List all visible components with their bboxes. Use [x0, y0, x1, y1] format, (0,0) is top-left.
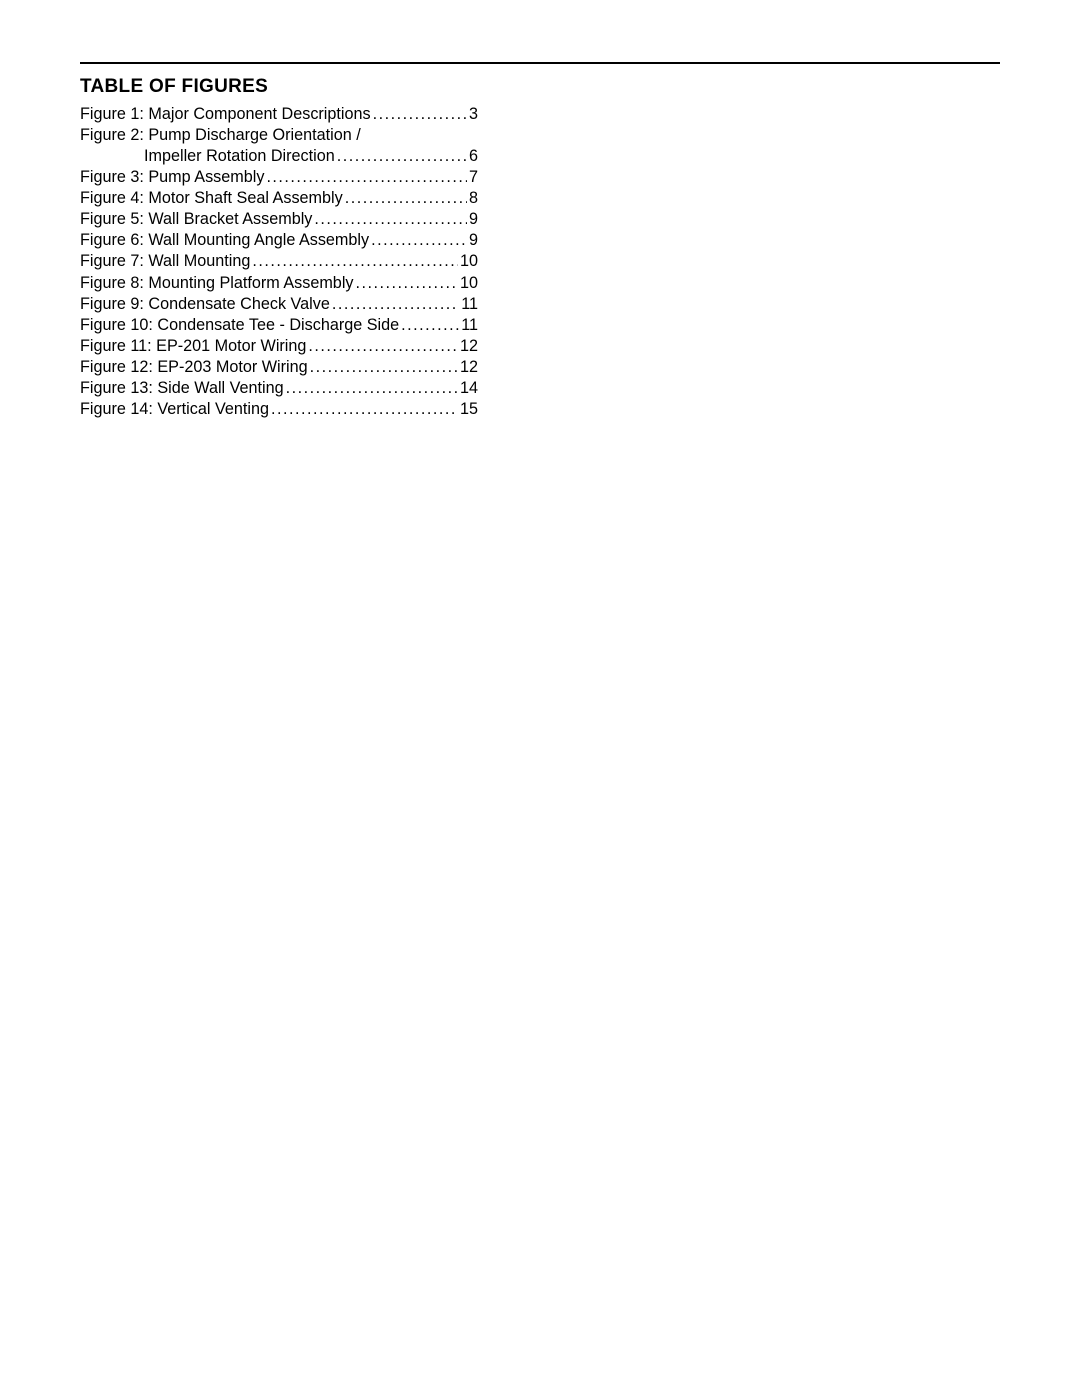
dot-leader: [332, 294, 459, 315]
tof-entry: Figure 13: Side Wall Venting 14: [80, 378, 478, 399]
tof-entry-label: Figure 4: Motor Shaft Seal Assembly: [80, 188, 343, 209]
dot-leader: [308, 336, 458, 357]
tof-entry-continuation-label: Impeller Rotation Direction: [80, 146, 335, 167]
tof-entry: Figure 12: EP-203 Motor Wiring 12: [80, 357, 478, 378]
tof-entry-label: Figure 7: Wall Mounting: [80, 251, 250, 272]
dot-leader: [401, 315, 459, 336]
tof-entry-page: 10: [460, 251, 478, 272]
tof-entry: Figure 9: Condensate Check Valve 11: [80, 294, 478, 315]
tof-entry-page: 7: [469, 167, 478, 188]
dot-leader: [266, 167, 467, 188]
tof-entry-page: 15: [460, 399, 478, 420]
tof-entry-label: Figure 12: EP-203 Motor Wiring: [80, 357, 308, 378]
tof-entry-page: 11: [461, 294, 478, 315]
tof-entry-page: 9: [469, 230, 478, 251]
tof-entry: Figure 7: Wall Mounting 10: [80, 251, 478, 272]
tof-entry: Figure 8: Mounting Platform Assembly 10: [80, 273, 478, 294]
tof-entry: Figure 10: Condensate Tee - Discharge Si…: [80, 315, 478, 336]
tof-entry-label: Figure 5: Wall Bracket Assembly: [80, 209, 312, 230]
tof-entry-page: 9: [469, 209, 478, 230]
tof-entry-page: 6: [469, 146, 478, 167]
tof-entry-label: Figure 3: Pump Assembly: [80, 167, 264, 188]
tof-entry: Figure 4: Motor Shaft Seal Assembly 8: [80, 188, 478, 209]
document-page: Table Of Figures Figure 1: Major Compone…: [0, 0, 1080, 1397]
tof-entry-page: 12: [460, 336, 478, 357]
tof-entry-label: Figure 14: Vertical Venting: [80, 399, 269, 420]
tof-entry-page: 14: [460, 378, 478, 399]
top-rule: [80, 62, 1000, 64]
dot-leader: [252, 251, 458, 272]
tof-entry: Figure 3: Pump Assembly 7: [80, 167, 478, 188]
dot-leader: [356, 273, 458, 294]
tof-entry-label: Figure 6: Wall Mounting Angle Assembly: [80, 230, 369, 251]
tof-entry-page: 11: [461, 315, 478, 336]
tof-entry-label: Figure 13: Side Wall Venting: [80, 378, 284, 399]
tof-entry: Figure 11: EP-201 Motor Wiring 12: [80, 336, 478, 357]
dot-leader: [371, 230, 467, 251]
tof-entry: Figure 1: Major Component Descriptions 3: [80, 104, 478, 125]
tof-entry-page: 3: [469, 104, 478, 125]
tof-entry: Figure 14: Vertical Venting 15: [80, 399, 478, 420]
dot-leader: [345, 188, 467, 209]
tof-entry-label: Figure 9: Condensate Check Valve: [80, 294, 330, 315]
tof-entry-page: 10: [460, 273, 478, 294]
tof-entry-label: Figure 11: EP-201 Motor Wiring: [80, 336, 306, 357]
table-of-figures-heading: Table Of Figures: [80, 76, 1000, 98]
dot-leader: [337, 146, 467, 167]
tof-entry-label: Figure 8: Mounting Platform Assembly: [80, 273, 354, 294]
tof-entry-label: Figure 10: Condensate Tee - Discharge Si…: [80, 315, 399, 336]
tof-entry-page: 12: [460, 357, 478, 378]
tof-entry: Figure 5: Wall Bracket Assembly 9: [80, 209, 478, 230]
table-of-figures-list: Figure 1: Major Component Descriptions3F…: [80, 104, 478, 420]
tof-entry-continuation: Impeller Rotation Direction 6: [80, 146, 478, 167]
tof-entry-label: Figure 1: Major Component Descriptions: [80, 104, 371, 125]
tof-entry: Figure 2: Pump Discharge Orientation /: [80, 125, 478, 146]
tof-entry: Figure 6: Wall Mounting Angle Assembly 9: [80, 230, 478, 251]
dot-leader: [314, 209, 467, 230]
dot-leader: [271, 399, 458, 420]
dot-leader: [310, 357, 458, 378]
dot-leader: [286, 378, 458, 399]
dot-leader: [373, 104, 467, 125]
tof-entry-page: 8: [469, 188, 478, 209]
tof-entry-label: Figure 2: Pump Discharge Orientation /: [80, 125, 361, 146]
